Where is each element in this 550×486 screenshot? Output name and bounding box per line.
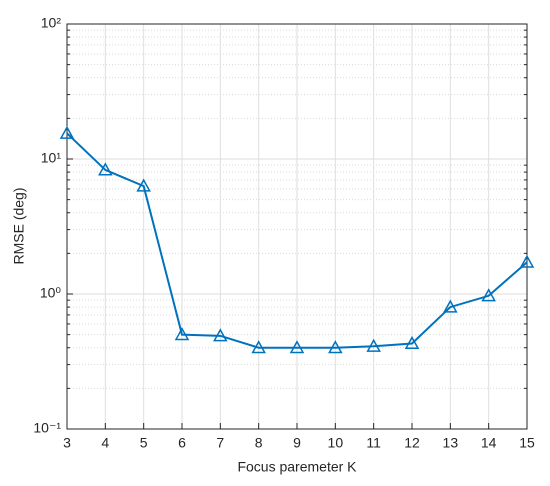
x-tick-label: 3 bbox=[63, 435, 71, 451]
marker bbox=[404, 335, 420, 350]
marker bbox=[136, 178, 151, 192]
x-tick-label: 14 bbox=[481, 435, 497, 451]
x-axis-label: Focus paremeter K bbox=[237, 459, 357, 475]
y-tick-label: 10² bbox=[41, 15, 62, 31]
x-tick-label: 13 bbox=[443, 435, 459, 451]
plot-frame bbox=[66, 23, 528, 430]
marker bbox=[251, 340, 266, 354]
x-tick-label: 12 bbox=[404, 435, 420, 451]
x-tick-label: 7 bbox=[216, 435, 224, 451]
marker bbox=[289, 340, 305, 354]
x-tick-label: 8 bbox=[255, 435, 263, 451]
marker bbox=[481, 288, 496, 302]
y-axis-label: RMSE (deg) bbox=[11, 187, 27, 264]
x-tick-label: 5 bbox=[140, 435, 148, 451]
marker bbox=[174, 327, 190, 341]
x-tick-label: 9 bbox=[293, 435, 301, 451]
x-tick-label: 6 bbox=[178, 435, 186, 451]
x-tick-label: 4 bbox=[101, 435, 109, 451]
marker bbox=[98, 162, 113, 176]
y-tick-label: 10¹ bbox=[41, 150, 62, 166]
marker bbox=[213, 328, 228, 342]
y-tick-label: 10⁰ bbox=[40, 285, 62, 301]
marker bbox=[366, 338, 381, 352]
x-tick-label: 10 bbox=[328, 435, 344, 451]
y-tick-label: 10⁻¹ bbox=[33, 420, 61, 436]
marker bbox=[519, 254, 535, 268]
data-line bbox=[66, 132, 528, 349]
marker bbox=[443, 299, 458, 313]
x-tick-label: 15 bbox=[519, 435, 535, 451]
marker bbox=[59, 125, 75, 139]
x-tick-label: 11 bbox=[366, 435, 381, 451]
marker bbox=[328, 340, 343, 354]
